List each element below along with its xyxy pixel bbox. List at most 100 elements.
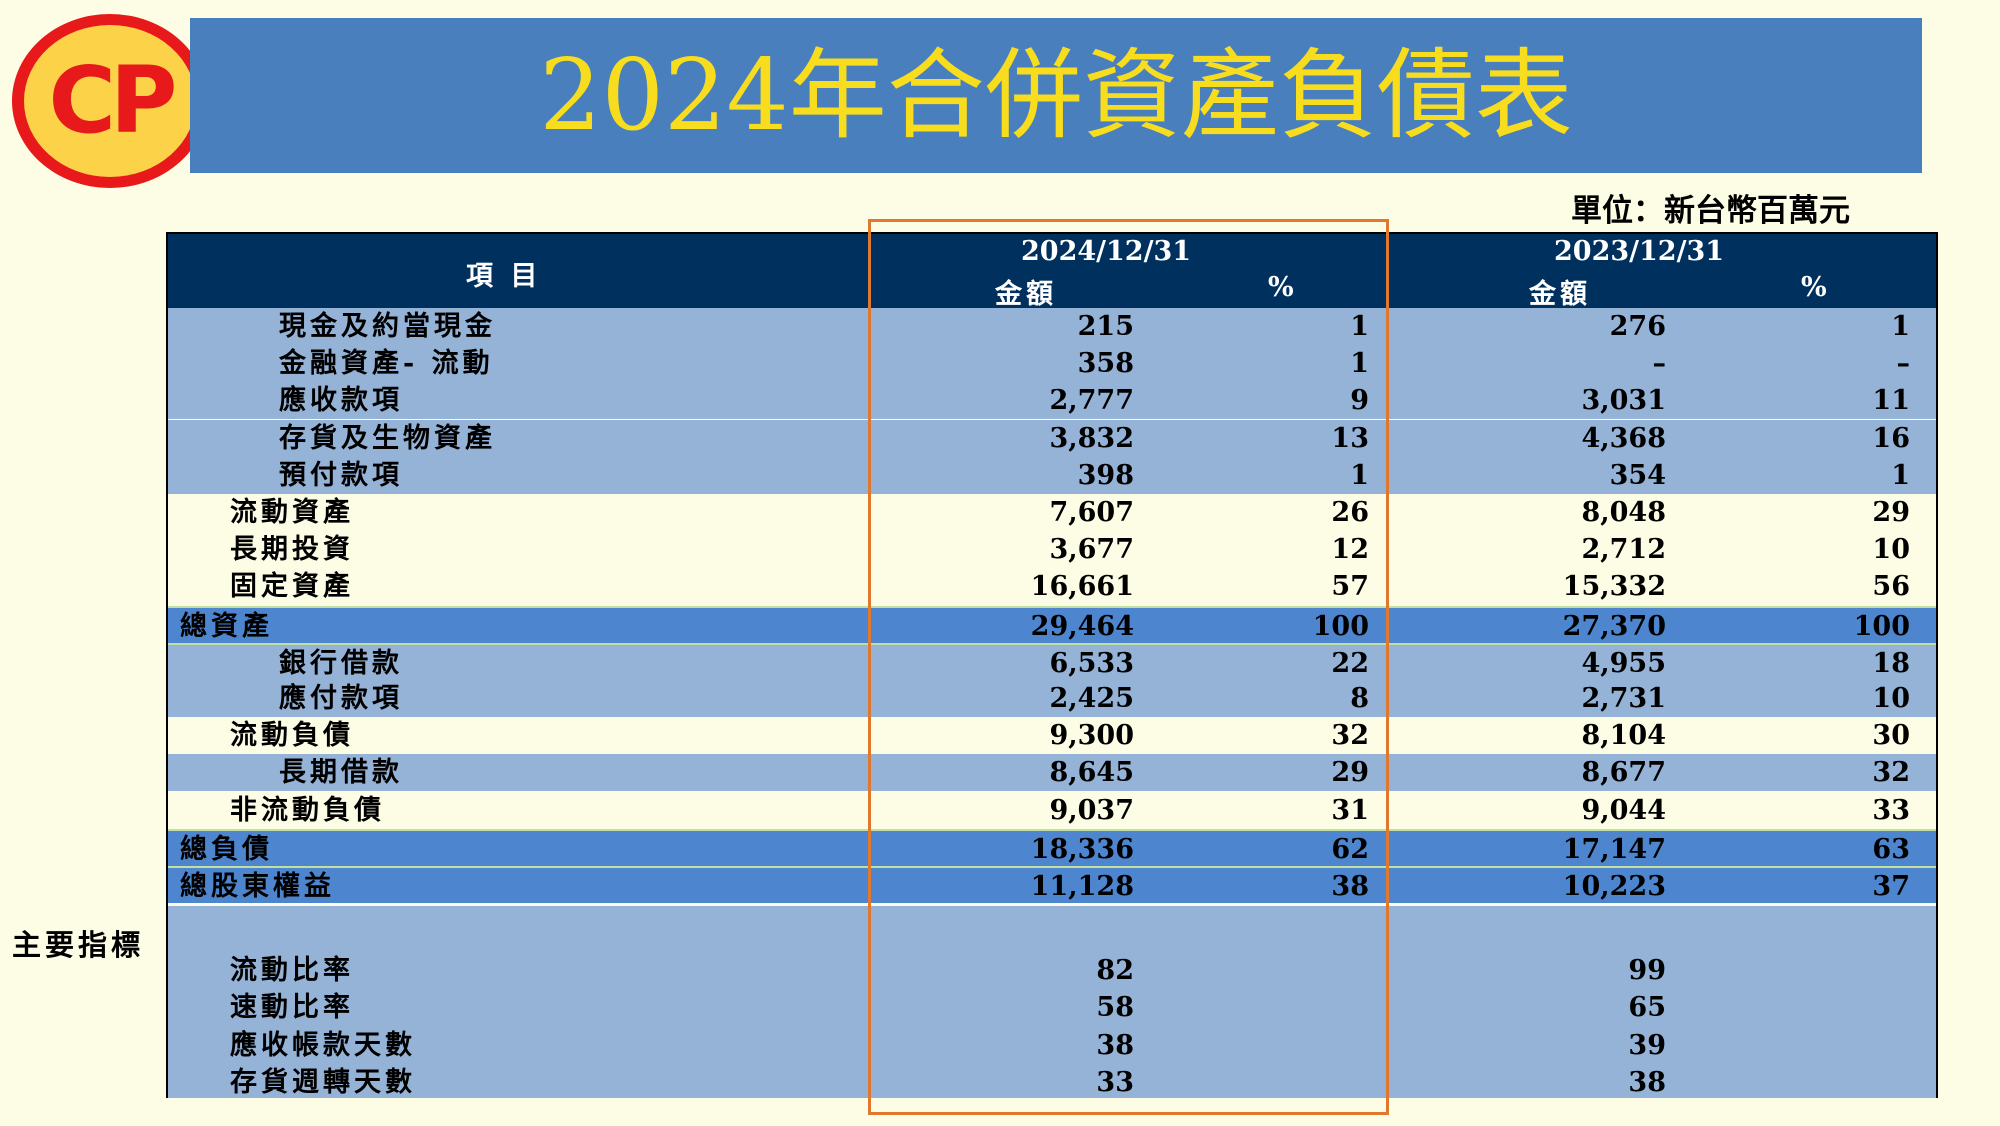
percent-2023: 33 [1872,794,1910,826]
logo-inner-circle: CP [24,25,196,177]
indicators-title: 主要指標 [12,928,145,962]
percent-2023: 10 [1872,534,1910,566]
percent-2023: 16 [1872,422,1910,454]
amount-2023: 9,044 [1581,794,1666,826]
amount-2024: 2,777 [1049,385,1134,417]
table-row: 存貨及生物資產 3,832 13 4,368 16 [168,419,1936,457]
table-row: 現金及約當現金 215 1 276 1 [168,308,1936,345]
header-amount-2023: 金額 [1529,279,1591,310]
header-date-2024: 2024/12/31 [1021,236,1192,267]
amount-2024: 8,645 [1049,757,1134,789]
amount-2024: 7,607 [1049,497,1134,528]
amount-2024: 18,336 [1030,833,1134,865]
percent-2024: 26 [1331,497,1369,528]
indicator-value-2024: 82 [1096,955,1134,986]
table-row: 固定資產 16,661 57 15,332 56 [168,568,1936,606]
amount-2023: 4,368 [1581,422,1666,454]
percent-2024: 31 [1331,794,1369,826]
amount-2023: 2,712 [1581,534,1666,566]
amount-2023: 17,147 [1562,833,1666,865]
amount-2024: 9,300 [1049,720,1134,752]
amount-2023: 10,223 [1562,871,1666,902]
indicator-label: 應收帳款天數 [230,1029,416,1061]
amount-2023: 4,955 [1581,647,1666,679]
row-label: 總股東權益 [180,871,335,902]
table-row: 總負債 18,336 62 17,147 63 [168,828,1936,866]
row-label: 應付款項 [279,683,403,714]
percent-2024: 38 [1331,871,1369,902]
percent-2023: 29 [1872,497,1910,528]
indicator-value-2023: 38 [1628,1066,1666,1098]
header-item: 項 目 [466,261,542,292]
percent-2023: – [1896,348,1911,380]
amount-2023: 8,104 [1581,720,1666,752]
amount-2023: 354 [1609,459,1666,491]
row-label: 銀行借款 [279,647,403,679]
percent-2023: 11 [1872,385,1910,417]
indicator-label: 流動比率 [230,955,354,986]
table-row: 總股東權益 11,128 38 10,223 37 [168,866,1936,903]
indicator-row: 流動比率 82 99 [168,952,1936,989]
table-row: 流動負債 9,300 32 8,104 30 [168,717,1936,755]
indicator-value-2024: 58 [1096,992,1134,1024]
row-label: 預付款項 [279,459,403,491]
percent-2024: 1 [1350,459,1369,491]
percent-2023: 32 [1872,757,1910,789]
indicator-value-2023: 65 [1628,992,1666,1024]
amount-2023: 8,677 [1581,757,1666,789]
indicator-label: 存貨週轉天數 [230,1066,416,1098]
percent-2023: 10 [1872,683,1910,714]
percent-2023: 1 [1891,311,1910,342]
percent-2023: 30 [1872,720,1910,752]
row-label: 流動資產 [230,497,354,528]
percent-2024: 100 [1312,610,1369,642]
percent-2024: 1 [1350,311,1369,342]
header-percent-2024: % [1268,272,1294,303]
percent-2024: 9 [1350,385,1369,417]
table-row: 金融資產- 流動 358 1 – – [168,345,1936,383]
row-label: 存貨及生物資產 [279,422,496,454]
amount-2023: 2,731 [1581,683,1666,714]
amount-2023: 27,370 [1562,610,1666,642]
row-label: 現金及約當現金 [279,311,496,342]
row-label: 總負債 [180,833,273,865]
amount-2024: 6,533 [1049,647,1134,679]
percent-2023: 18 [1872,647,1910,679]
percent-2024: 8 [1350,683,1369,714]
table-row: 預付款項 398 1 354 1 [168,456,1936,494]
percent-2023: 63 [1872,833,1910,865]
amount-2024: 398 [1077,459,1134,491]
percent-2024: 32 [1331,720,1369,752]
percent-2024: 1 [1350,348,1369,380]
indicator-row: 應收帳款天數 38 39 [168,1027,1936,1064]
indicator-label: 速動比率 [230,992,354,1024]
indicator-value-2024: 33 [1096,1066,1134,1098]
amount-2024: 3,677 [1049,534,1134,566]
amount-2024: 358 [1077,348,1134,380]
amount-2024: 2,425 [1049,683,1134,714]
amount-2024: 3,832 [1049,422,1134,454]
amount-2023: 8,048 [1581,497,1666,528]
amount-2023: 3,031 [1581,385,1666,417]
amount-2024: 16,661 [1030,571,1134,603]
amount-2024: 29,464 [1030,610,1134,642]
percent-2023: 1 [1891,459,1910,491]
indicator-row: 速動比率 58 65 [168,989,1936,1026]
logo-text: CP [48,47,178,154]
header-percent-2023: % [1801,272,1827,303]
amount-2023: – [1652,348,1667,380]
cp-logo: CP [12,14,208,188]
percent-2024: 57 [1331,571,1369,603]
header-date-2023: 2023/12/31 [1554,236,1725,267]
table-row: 總資產 29,464 100 27,370 100 [168,605,1936,643]
table-row: 長期借款 8,645 29 8,677 32 [168,754,1936,792]
table-row: 銀行借款 6,533 22 4,955 18 [168,642,1936,680]
amount-2023: 276 [1609,311,1666,342]
percent-2024: 22 [1331,647,1369,679]
amount-2024: 9,037 [1049,794,1134,826]
row-label: 總資產 [180,610,273,642]
row-label: 非流動負債 [230,794,385,826]
balance-sheet-table: 項 目 2024/12/31 金額 % 2023/12/31 金額 % 現金及約… [166,232,1938,1098]
percent-2024: 62 [1331,833,1369,865]
amount-2024: 11,128 [1030,871,1134,902]
